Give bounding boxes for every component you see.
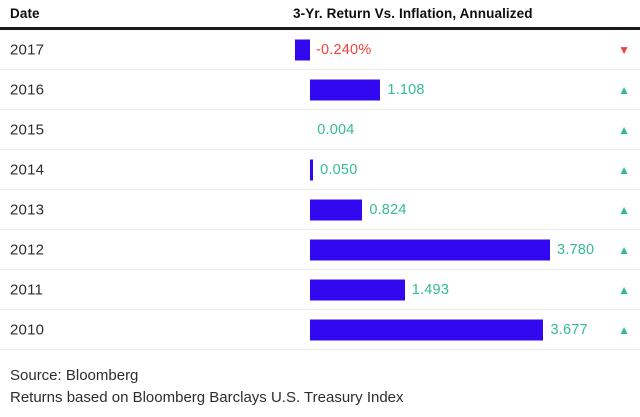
chart-row-2013: 2013 0.824 ▲ [0,190,640,230]
chart-row-2016: 2016 1.108 ▲ [0,70,640,110]
up-triangle-icon: ▲ [618,322,630,337]
chart-footer: Source: Bloomberg Returns based on Bloom… [10,365,640,409]
chart-row-2015: 2015 0.004 ▲ [0,110,640,150]
up-triangle-icon: ▲ [618,242,630,257]
chart-header: Date 3-Yr. Return Vs. Inflation, Annuali… [0,0,640,30]
up-triangle-icon: ▲ [618,282,630,297]
up-triangle-icon: ▲ [618,82,630,97]
value-label: 1.108 [387,81,425,98]
year-label: 2012 [10,241,45,258]
year-label: 2011 [10,281,44,298]
value-label: 3.677 [550,321,588,338]
down-triangle-icon: ▼ [618,42,630,57]
chart-row-2011: 2011 1.493 ▲ [0,270,640,310]
chart-row-2017: 2017 -0.240% ▼ [0,30,640,70]
value-bar [310,319,544,340]
year-label: 2010 [10,321,45,338]
chart-row-2012: 2012 3.780 ▲ [0,230,640,270]
year-label: 2015 [10,121,45,138]
value-bar [294,39,310,60]
value-bar [310,239,551,260]
chart-rows: 2017 -0.240% ▼ 2016 1.108 ▲ 2015 0.004 ▲… [0,30,640,350]
note-line: Returns based on Bloomberg Barclays U.S.… [10,389,404,406]
value-bar [310,79,381,100]
up-triangle-icon: ▲ [618,202,630,217]
year-label: 2013 [10,201,45,218]
year-label: 2017 [10,41,45,58]
value-label: 3.780 [557,241,595,258]
source-line: Source: Bloomberg [10,367,139,384]
value-label: 1.493 [411,281,450,298]
value-label: -0.240% [316,41,372,58]
year-label: 2016 [10,81,45,98]
value-bar [310,159,314,180]
chart-row-2014: 2014 0.050 ▲ [0,150,640,190]
value-label: 0.004 [317,121,355,138]
year-label: 2014 [10,161,45,178]
value-label: 0.824 [369,201,407,218]
value-label: 0.050 [320,161,358,178]
value-bar [310,279,405,300]
up-triangle-icon: ▲ [618,162,630,177]
value-bar [310,199,363,220]
chart-row-2010: 2010 3.677 ▲ [0,310,640,350]
chart-title: 3-Yr. Return Vs. Inflation, Annualized [293,6,533,21]
up-triangle-icon: ▲ [618,122,630,137]
date-column-header: Date [10,6,40,21]
